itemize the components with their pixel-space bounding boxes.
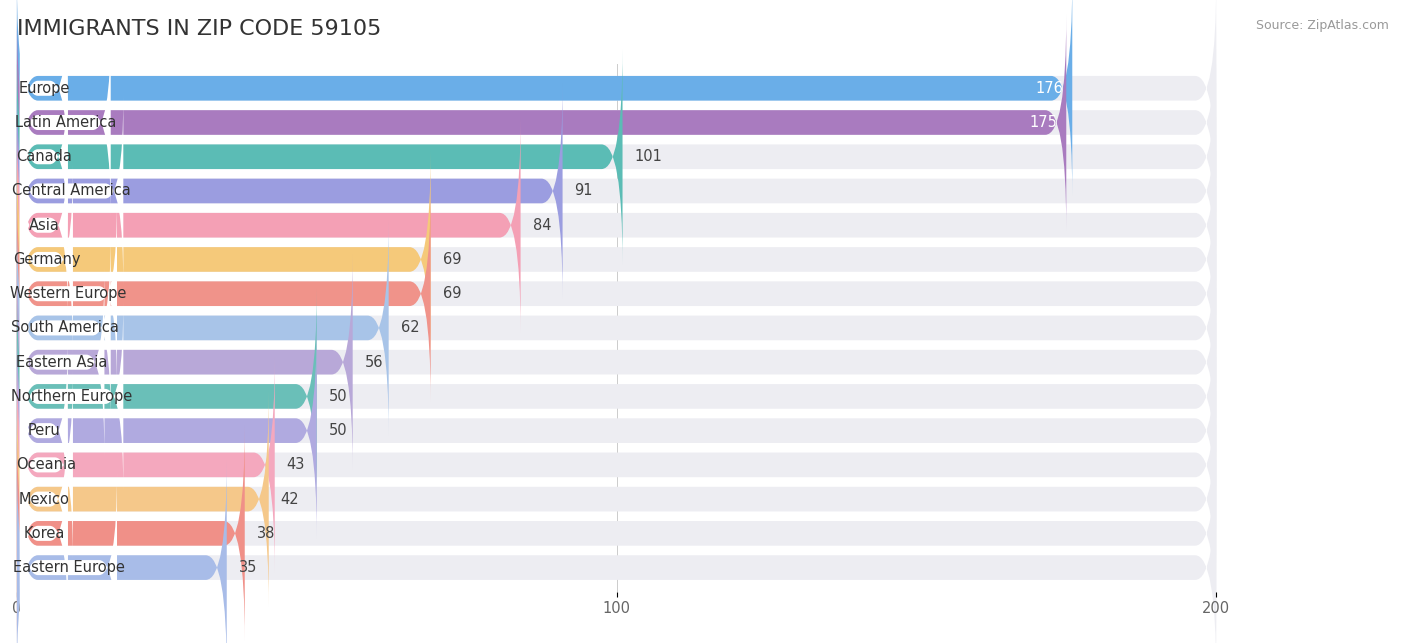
FancyBboxPatch shape [17, 0, 1073, 195]
FancyBboxPatch shape [20, 404, 67, 594]
Text: Peru: Peru [28, 423, 60, 438]
Text: Northern Europe: Northern Europe [11, 389, 132, 404]
FancyBboxPatch shape [20, 27, 111, 218]
FancyBboxPatch shape [17, 426, 1216, 641]
FancyBboxPatch shape [17, 460, 1216, 643]
Text: 176: 176 [1035, 81, 1063, 96]
FancyBboxPatch shape [17, 221, 388, 435]
Text: 56: 56 [364, 355, 384, 370]
Text: 38: 38 [257, 526, 276, 541]
FancyBboxPatch shape [17, 15, 1066, 230]
Text: 69: 69 [443, 252, 461, 267]
FancyBboxPatch shape [17, 289, 1216, 504]
FancyBboxPatch shape [20, 96, 124, 286]
FancyBboxPatch shape [17, 358, 1216, 572]
FancyBboxPatch shape [20, 336, 67, 526]
FancyBboxPatch shape [17, 289, 316, 504]
FancyBboxPatch shape [20, 301, 124, 492]
FancyBboxPatch shape [17, 84, 562, 298]
FancyBboxPatch shape [17, 118, 520, 332]
FancyBboxPatch shape [17, 460, 226, 643]
Text: 62: 62 [401, 320, 419, 336]
FancyBboxPatch shape [17, 152, 1216, 367]
Text: IMMIGRANTS IN ZIP CODE 59105: IMMIGRANTS IN ZIP CODE 59105 [17, 19, 381, 39]
FancyBboxPatch shape [20, 473, 117, 643]
FancyBboxPatch shape [17, 186, 1216, 401]
FancyBboxPatch shape [17, 392, 1216, 606]
FancyBboxPatch shape [20, 62, 67, 252]
FancyBboxPatch shape [20, 199, 117, 389]
FancyBboxPatch shape [17, 392, 269, 606]
Text: Central America: Central America [13, 183, 131, 199]
FancyBboxPatch shape [20, 438, 67, 629]
Text: 101: 101 [634, 149, 662, 164]
FancyBboxPatch shape [17, 0, 1216, 195]
Text: 69: 69 [443, 286, 461, 301]
FancyBboxPatch shape [17, 118, 1216, 332]
FancyBboxPatch shape [17, 358, 274, 572]
FancyBboxPatch shape [17, 152, 430, 367]
Text: 50: 50 [329, 423, 347, 438]
FancyBboxPatch shape [20, 233, 111, 423]
Text: 91: 91 [575, 183, 593, 199]
Text: 42: 42 [281, 492, 299, 507]
Text: South America: South America [11, 320, 120, 336]
FancyBboxPatch shape [20, 267, 104, 457]
Text: Canada: Canada [15, 149, 72, 164]
Text: Korea: Korea [22, 526, 65, 541]
Text: Eastern Europe: Eastern Europe [13, 560, 124, 575]
FancyBboxPatch shape [17, 15, 1216, 230]
Text: Mexico: Mexico [18, 492, 69, 507]
Text: Source: ZipAtlas.com: Source: ZipAtlas.com [1256, 19, 1389, 32]
Text: Latin America: Latin America [14, 115, 115, 130]
FancyBboxPatch shape [17, 84, 1216, 298]
Text: Western Europe: Western Europe [10, 286, 127, 301]
Text: 84: 84 [533, 218, 551, 233]
Text: Oceania: Oceania [17, 457, 76, 473]
FancyBboxPatch shape [17, 186, 430, 401]
Text: Germany: Germany [13, 252, 80, 267]
FancyBboxPatch shape [20, 164, 73, 355]
Text: 175: 175 [1029, 115, 1057, 130]
Text: Europe: Europe [18, 81, 69, 96]
FancyBboxPatch shape [20, 130, 67, 320]
Text: Eastern Asia: Eastern Asia [17, 355, 108, 370]
FancyBboxPatch shape [17, 50, 623, 264]
FancyBboxPatch shape [20, 0, 67, 183]
FancyBboxPatch shape [17, 255, 1216, 469]
Text: 50: 50 [329, 389, 347, 404]
FancyBboxPatch shape [17, 221, 1216, 435]
FancyBboxPatch shape [17, 323, 1216, 538]
Text: 35: 35 [239, 560, 257, 575]
Text: Asia: Asia [28, 218, 59, 233]
FancyBboxPatch shape [20, 370, 73, 560]
Text: 43: 43 [287, 457, 305, 473]
FancyBboxPatch shape [17, 426, 245, 641]
FancyBboxPatch shape [17, 255, 353, 469]
FancyBboxPatch shape [17, 50, 1216, 264]
FancyBboxPatch shape [17, 323, 316, 538]
